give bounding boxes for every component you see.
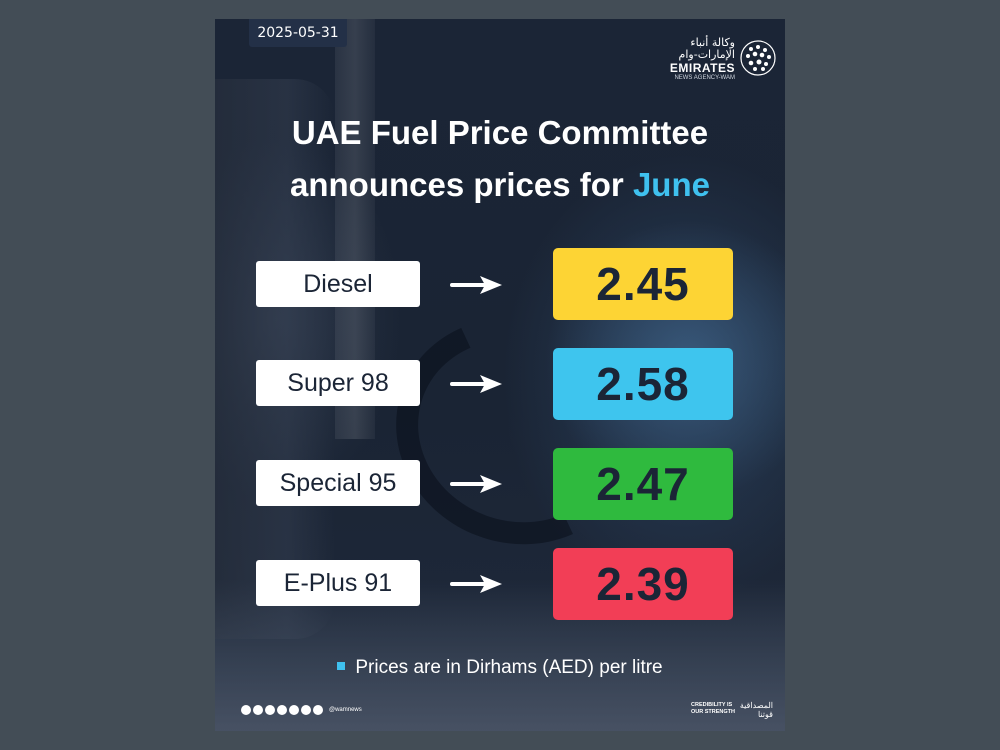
fuel-row-e-plus-91: E-Plus 91 2.39	[215, 548, 785, 620]
logo-english-text: EMIRATES	[669, 61, 735, 75]
price-box-e-plus-91: 2.39	[553, 548, 733, 620]
price-box-super-98: 2.58	[553, 348, 733, 420]
arrow-right-icon	[450, 575, 502, 593]
headline: UAE Fuel Price Committee announces price…	[215, 107, 785, 211]
social-handle: @wamnews	[329, 707, 362, 713]
fuel-label-super-98: Super 98	[256, 360, 420, 406]
slogan-english: CREDIBILITY IS OUR STRENGTH	[691, 702, 735, 715]
currency-note: Prices are in Dirhams (AED) per litre	[215, 657, 785, 679]
currency-note-text: Prices are in Dirhams (AED) per litre	[355, 657, 663, 678]
logo-arabic-text: وكالة أنباء الإمارات-وام	[678, 36, 735, 61]
fuel-price-poster: 2025-05-31 وكالة أنباء الإمارات-وام EMIR…	[215, 19, 785, 731]
headline-line2-prefix: announces prices for	[290, 166, 633, 203]
background-hose	[364, 284, 670, 578]
fuel-label-diesel: Diesel	[256, 261, 420, 307]
fuel-row-special-95: Special 95 2.47	[215, 448, 785, 520]
arrow-right-icon	[450, 475, 502, 493]
arrow-right-icon	[450, 375, 502, 393]
fuel-label-e-plus-91: E-Plus 91	[256, 560, 420, 606]
slogan-arabic: المصداقية قوتنا	[739, 701, 773, 719]
wam-app-icon[interactable]	[241, 705, 251, 715]
headline-line1: UAE Fuel Price Committee	[291, 114, 709, 151]
fuel-row-diesel: Diesel 2.45	[215, 248, 785, 320]
price-box-special-95: 2.47	[553, 448, 733, 520]
logo-sub-text: NEWS AGENCY-WAM	[674, 75, 735, 81]
date-badge: 2025-05-31	[249, 19, 347, 47]
globe-dots-icon	[740, 40, 776, 76]
note-bullet-icon	[337, 661, 346, 670]
wam-logo: وكالة أنباء الإمارات-وام EMIRATES NEWS A…	[653, 36, 776, 101]
arrow-right-icon	[450, 276, 502, 294]
tiktok-icon[interactable]	[301, 705, 311, 715]
headline-line2: announces prices for June	[215, 159, 785, 211]
x-icon[interactable]	[265, 705, 275, 715]
fuel-label-special-95: Special 95	[256, 460, 420, 506]
headline-month: June	[632, 166, 710, 203]
social-links: @wamnews	[241, 703, 362, 717]
instagram-icon[interactable]	[253, 705, 263, 715]
fuel-row-super-98: Super 98 2.58	[215, 348, 785, 420]
threads-icon[interactable]	[313, 705, 323, 715]
youtube-icon[interactable]	[277, 705, 287, 715]
slogan: CREDIBILITY IS OUR STRENGTH المصداقية قو…	[691, 700, 773, 720]
facebook-icon[interactable]	[289, 705, 299, 715]
price-box-diesel: 2.45	[553, 248, 733, 320]
